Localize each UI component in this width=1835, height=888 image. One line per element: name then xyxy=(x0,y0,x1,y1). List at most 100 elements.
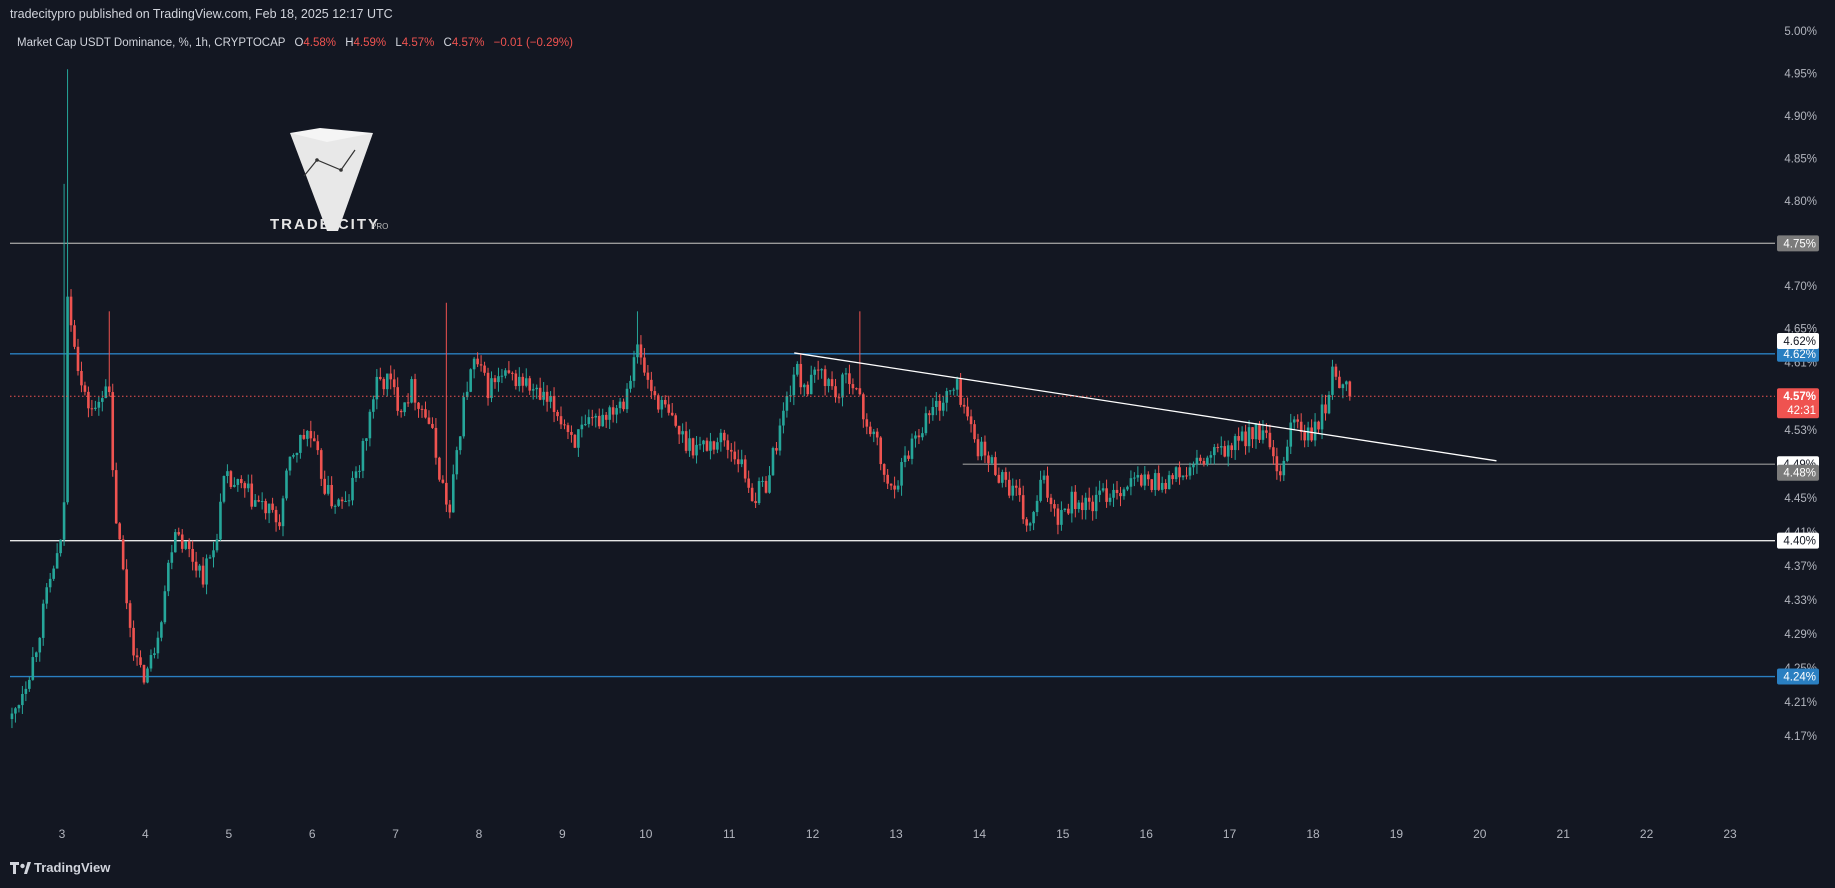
candle-152 xyxy=(538,377,542,401)
candle-32 xyxy=(121,535,125,571)
candle-101 xyxy=(361,438,365,479)
candle-121 xyxy=(431,417,434,429)
candle-body xyxy=(667,404,671,413)
candle-body xyxy=(837,397,841,399)
candle-body xyxy=(524,378,528,386)
candle-17 xyxy=(69,289,73,332)
candle-body xyxy=(243,483,247,489)
candle-body xyxy=(24,688,28,694)
candle-243 xyxy=(855,387,858,391)
candle-92 xyxy=(330,476,333,509)
candle-188 xyxy=(663,395,667,408)
candle-116 xyxy=(413,373,417,411)
candle-193 xyxy=(681,423,684,443)
candle-144 xyxy=(511,371,514,381)
candle-173 xyxy=(611,399,615,423)
candle-210 xyxy=(740,449,744,468)
candle-body xyxy=(285,470,288,499)
trade-city-logo: TRADE CITY PRO xyxy=(270,128,388,233)
candle-body xyxy=(514,373,518,387)
candle-364 xyxy=(1275,447,1279,480)
candle-body xyxy=(184,541,188,549)
x-tick-label: 9 xyxy=(559,827,566,841)
candle-body xyxy=(344,500,347,502)
candle-body xyxy=(28,679,31,689)
candle-179 xyxy=(632,350,636,388)
y-tick-label: 4.45% xyxy=(1784,493,1817,505)
candle-body xyxy=(1303,432,1306,441)
candle-body xyxy=(820,369,823,371)
high-value: 4.59% xyxy=(354,37,387,49)
candle-221 xyxy=(778,418,782,456)
candle-body xyxy=(1299,421,1303,433)
candle-150 xyxy=(531,383,535,400)
candle-body xyxy=(392,379,396,388)
candle-body xyxy=(955,379,959,390)
candle-body xyxy=(966,406,969,417)
candle-body xyxy=(959,379,962,405)
candle-body xyxy=(229,471,233,487)
candle-314 xyxy=(1101,483,1105,493)
candle-body xyxy=(236,479,240,485)
candle-12 xyxy=(52,565,55,581)
candle-body xyxy=(1174,467,1178,480)
candle-body xyxy=(1331,366,1334,395)
candle-body xyxy=(1226,445,1230,457)
low-label: L xyxy=(395,37,402,49)
candle-297 xyxy=(1042,470,1046,484)
candle-14 xyxy=(59,539,62,557)
candle-42 xyxy=(156,631,160,659)
candle-358 xyxy=(1254,422,1258,449)
candle-body xyxy=(990,457,994,464)
candle-16 xyxy=(66,69,69,505)
candle-156 xyxy=(552,387,556,423)
candle-259 xyxy=(910,433,914,465)
candle-2 xyxy=(17,704,21,713)
candle-217 xyxy=(764,476,768,494)
candle-10 xyxy=(45,583,49,609)
candle-338 xyxy=(1185,467,1188,480)
candle-body xyxy=(879,437,883,465)
candle-body xyxy=(882,464,886,475)
candle-body xyxy=(799,363,803,388)
x-tick-label: 15 xyxy=(1056,827,1070,841)
candle-body xyxy=(629,380,632,389)
candle-236 xyxy=(830,371,834,390)
close-value: 4.57% xyxy=(452,37,485,49)
candle-body xyxy=(114,470,118,524)
y-tick-label: 4.53% xyxy=(1784,425,1817,437)
candle-body xyxy=(549,395,552,402)
candle-body xyxy=(573,434,577,448)
candle-203 xyxy=(716,437,719,454)
candle-body xyxy=(782,410,785,426)
candle-324 xyxy=(1136,466,1140,482)
candle-body xyxy=(111,392,115,471)
y-tick-label: 4.90% xyxy=(1784,111,1817,123)
candle-body xyxy=(1007,479,1011,496)
candle-body xyxy=(924,413,928,434)
candle-body xyxy=(1053,504,1056,509)
candle-181 xyxy=(639,335,643,365)
candle-body xyxy=(403,402,406,413)
candle-336 xyxy=(1178,461,1181,485)
candle-216 xyxy=(761,476,764,487)
candle-body xyxy=(538,387,542,400)
candle-body xyxy=(594,415,598,418)
candle-189 xyxy=(667,395,671,416)
candles xyxy=(10,69,1352,729)
candle-318 xyxy=(1115,481,1119,500)
candle-body xyxy=(733,451,737,460)
candle-body xyxy=(48,578,52,588)
x-tick-label: 17 xyxy=(1223,827,1237,841)
candle-body xyxy=(677,425,681,435)
candle-body xyxy=(775,448,778,451)
candle-65 xyxy=(236,478,240,492)
candle-body xyxy=(319,450,323,479)
candle-60 xyxy=(219,493,222,541)
candle-231 xyxy=(813,366,816,383)
candle-313 xyxy=(1098,480,1101,503)
candle-169 xyxy=(597,408,601,429)
candle-body xyxy=(858,388,862,395)
candle-312 xyxy=(1094,486,1098,519)
